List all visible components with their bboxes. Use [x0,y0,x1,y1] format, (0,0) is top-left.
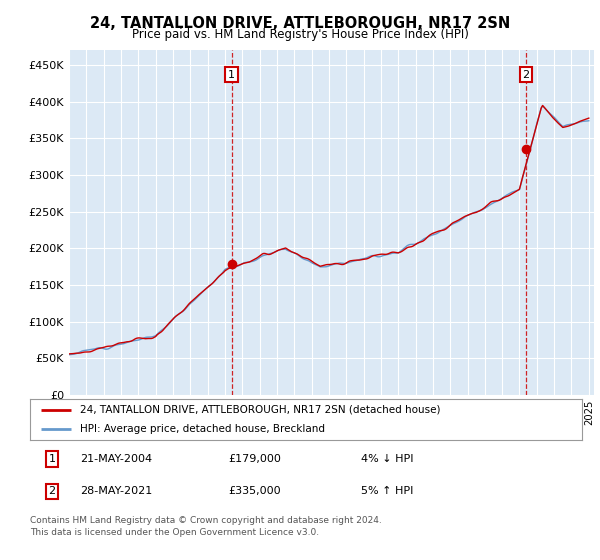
Text: £335,000: £335,000 [229,487,281,496]
Text: 21-MAY-2004: 21-MAY-2004 [80,454,152,464]
Text: 2: 2 [523,69,530,80]
Text: 24, TANTALLON DRIVE, ATTLEBOROUGH, NR17 2SN: 24, TANTALLON DRIVE, ATTLEBOROUGH, NR17 … [90,16,510,31]
Text: Contains HM Land Registry data © Crown copyright and database right 2024.: Contains HM Land Registry data © Crown c… [30,516,382,525]
Text: 1: 1 [228,69,235,80]
Text: Price paid vs. HM Land Registry's House Price Index (HPI): Price paid vs. HM Land Registry's House … [131,28,469,41]
Text: £179,000: £179,000 [229,454,281,464]
Text: 28-MAY-2021: 28-MAY-2021 [80,487,152,496]
Text: 2: 2 [49,487,56,496]
Text: 24, TANTALLON DRIVE, ATTLEBOROUGH, NR17 2SN (detached house): 24, TANTALLON DRIVE, ATTLEBOROUGH, NR17 … [80,405,440,415]
Text: 4% ↓ HPI: 4% ↓ HPI [361,454,414,464]
Text: 1: 1 [49,454,56,464]
Text: This data is licensed under the Open Government Licence v3.0.: This data is licensed under the Open Gov… [30,528,319,536]
Text: 5% ↑ HPI: 5% ↑ HPI [361,487,413,496]
Text: HPI: Average price, detached house, Breckland: HPI: Average price, detached house, Brec… [80,424,325,434]
